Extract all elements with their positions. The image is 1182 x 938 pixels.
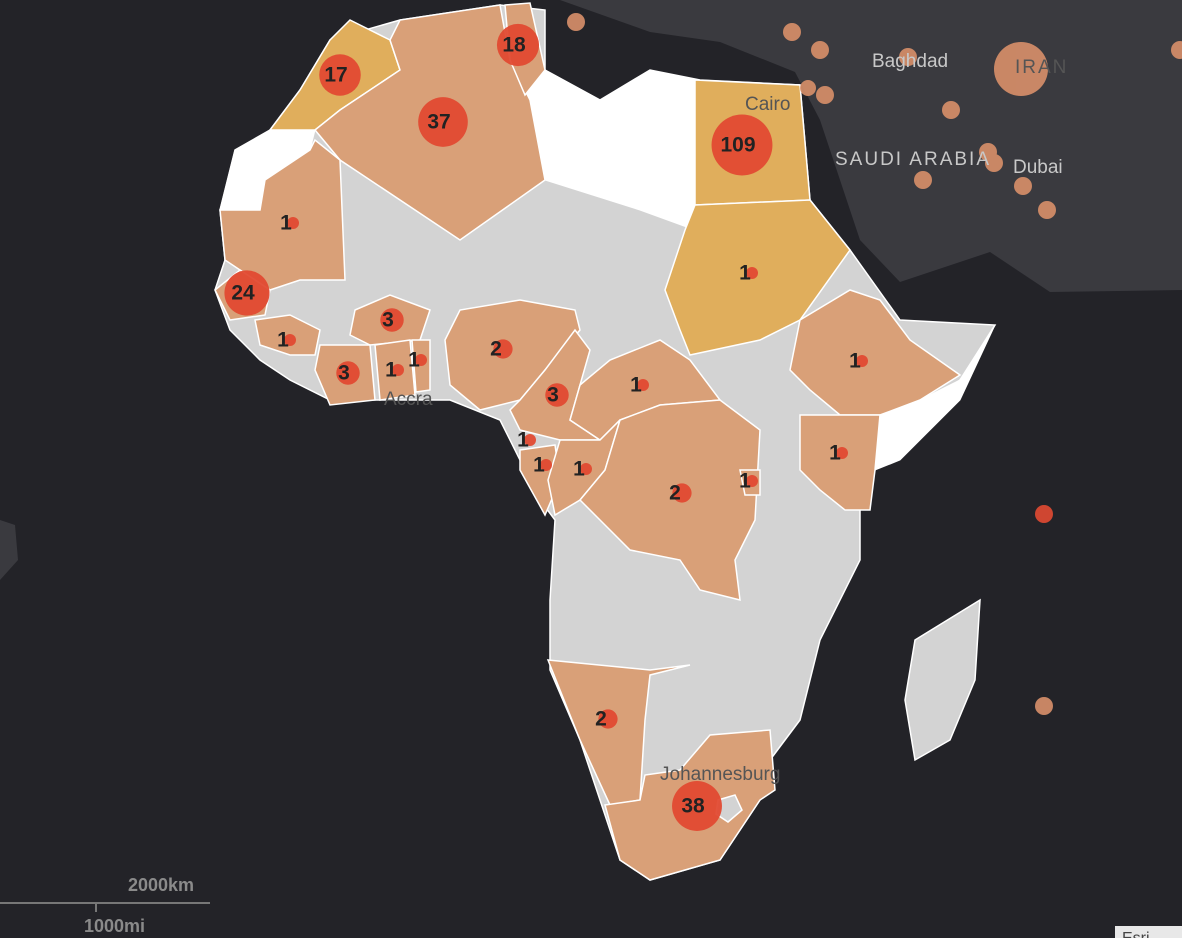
place-label: Baghdad (872, 51, 948, 72)
case-count: 17 (324, 64, 347, 87)
place-label: Accra (384, 389, 433, 410)
case-count: 1 (739, 262, 751, 285)
case-count: 1 (277, 329, 289, 352)
case-count: 1 (630, 374, 642, 397)
case-count: 37 (427, 111, 450, 134)
case-bubble (287, 217, 299, 229)
attribution-box (1115, 926, 1182, 938)
place-label: Cairo (745, 94, 790, 115)
case-bubble (392, 364, 404, 376)
case-count: 3 (338, 362, 350, 385)
case-bubble (418, 97, 468, 147)
case-count: 1 (573, 458, 585, 481)
case-bubble (224, 270, 270, 316)
case-bubble (598, 709, 618, 729)
case-bubble (580, 463, 592, 475)
attribution: Esri (1122, 930, 1150, 938)
case-bubble (746, 475, 758, 487)
place-labels: Baghdad IRAN Cairo SAUDI ARABIA Dubai Accra Jo… (384, 51, 1068, 785)
case-count: 1 (829, 442, 841, 465)
case-bubble (524, 434, 536, 446)
scale-bar: 2000km 1000mi (0, 875, 210, 936)
case-bubble (540, 459, 552, 471)
case-bubble (319, 54, 361, 96)
place-label: Johannesburg (660, 764, 780, 785)
case-bubble (336, 361, 360, 385)
case-count: 2 (669, 482, 681, 505)
case-bubble (493, 339, 513, 359)
case-bubble (415, 354, 427, 366)
case-count: 2 (490, 338, 502, 361)
case-count: 1 (385, 359, 397, 382)
case-bubble (672, 483, 692, 503)
case-bubble (380, 308, 404, 332)
case-count: 1 (517, 429, 529, 452)
case-bubble (711, 114, 773, 176)
case-count: 1 (739, 470, 751, 493)
case-bubble (672, 781, 722, 831)
case-count: 2 (595, 708, 607, 731)
basemap (0, 0, 1182, 881)
case-bubble (284, 334, 296, 346)
case-count: 18 (502, 34, 526, 57)
scale-metric: 2000km (128, 875, 194, 895)
case-count: 1 (849, 350, 861, 373)
case-bubble (836, 447, 848, 459)
case-bubble (496, 23, 540, 67)
case-count: 3 (382, 309, 394, 332)
case-count: 3 (547, 384, 559, 407)
case-count: 38 (681, 795, 705, 818)
unlabeled-markers (567, 13, 1182, 715)
case-count: 1 (533, 454, 545, 477)
place-label: IRAN (1015, 57, 1068, 78)
case-count: 1 (408, 349, 420, 372)
case-count: 109 (720, 134, 755, 157)
place-label: Dubai (1013, 157, 1063, 178)
scale-imperial: 1000mi (84, 916, 145, 936)
case-bubble (856, 355, 868, 367)
case-bubble (637, 379, 649, 391)
case-bubble (545, 383, 569, 407)
place-label: SAUDI ARABIA (835, 149, 991, 170)
case-count: 24 (231, 282, 255, 305)
case-bubble (746, 267, 758, 279)
case-count: 1 (280, 212, 292, 235)
